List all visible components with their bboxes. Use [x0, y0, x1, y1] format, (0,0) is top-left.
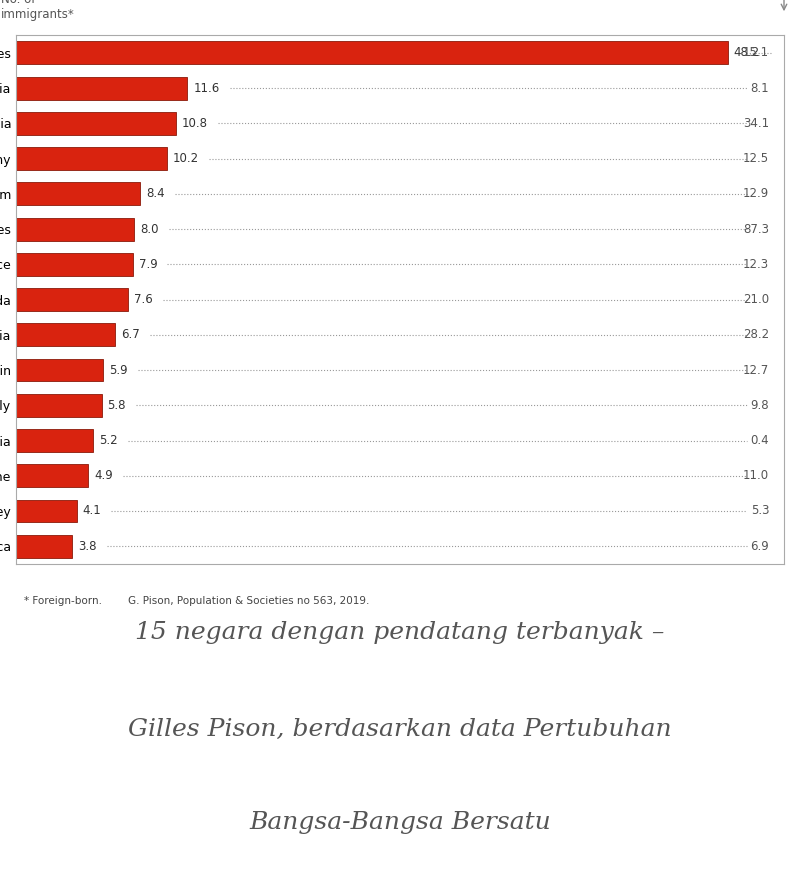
Bar [16, 77, 187, 100]
Text: 21.0: 21.0 [743, 293, 770, 306]
Text: 15.1: 15.1 [743, 47, 770, 59]
Bar [16, 464, 88, 487]
Text: 4.1: 4.1 [82, 505, 102, 517]
Text: 12.7: 12.7 [743, 364, 770, 376]
Bar [16, 182, 140, 205]
Text: Bangsa-Bangsa Bersatu: Bangsa-Bangsa Bersatu [249, 811, 551, 833]
Bar [16, 288, 128, 311]
Text: 5.8: 5.8 [107, 399, 126, 411]
Text: 11.0: 11.0 [743, 470, 770, 482]
Bar [16, 500, 77, 522]
Text: 9.8: 9.8 [750, 399, 770, 411]
Text: 87.3: 87.3 [743, 223, 770, 235]
Bar [16, 394, 102, 417]
Bar [16, 359, 103, 381]
Bar [16, 147, 166, 170]
Bar [16, 41, 728, 64]
Text: 12.9: 12.9 [743, 188, 770, 200]
Text: 48.2: 48.2 [734, 47, 760, 59]
Text: 8.4: 8.4 [146, 188, 165, 200]
Text: Gilles Pison, berdasarkan data Pertubuhan: Gilles Pison, berdasarkan data Pertubuha… [128, 718, 672, 741]
Text: 28.2: 28.2 [743, 329, 770, 341]
Bar [16, 323, 115, 346]
Bar [16, 535, 72, 558]
Text: 5.9: 5.9 [109, 364, 128, 376]
Text: 8.1: 8.1 [750, 82, 770, 94]
Bar [16, 429, 93, 452]
Bar [16, 112, 175, 135]
Text: 12.5: 12.5 [743, 152, 770, 165]
Bar [16, 253, 133, 276]
Text: 3.8: 3.8 [78, 540, 97, 552]
Text: No. of
immigrants*: No. of immigrants* [1, 0, 74, 21]
Text: 4.9: 4.9 [94, 470, 113, 482]
Text: * Foreign-born.        G. Pison, Population & Societies no 563, 2019.: * Foreign-born. G. Pison, Population & S… [24, 596, 369, 605]
Text: 7.9: 7.9 [138, 258, 158, 270]
Text: 10.8: 10.8 [182, 117, 207, 130]
Text: 15 negara dengan pendatang terbanyak –: 15 negara dengan pendatang terbanyak – [135, 621, 665, 644]
Text: 6.9: 6.9 [750, 540, 770, 552]
Text: 34.1: 34.1 [743, 117, 770, 130]
Text: 10.2: 10.2 [173, 152, 198, 165]
Text: 0.4: 0.4 [750, 434, 770, 447]
Text: 11.6: 11.6 [194, 82, 219, 94]
Text: 5.2: 5.2 [98, 434, 118, 447]
Bar [16, 218, 134, 241]
Text: 12.3: 12.3 [743, 258, 770, 270]
Text: 8.0: 8.0 [140, 223, 158, 235]
Text: 5.3: 5.3 [750, 505, 770, 517]
Text: 6.7: 6.7 [121, 329, 140, 341]
Text: 7.6: 7.6 [134, 293, 153, 306]
